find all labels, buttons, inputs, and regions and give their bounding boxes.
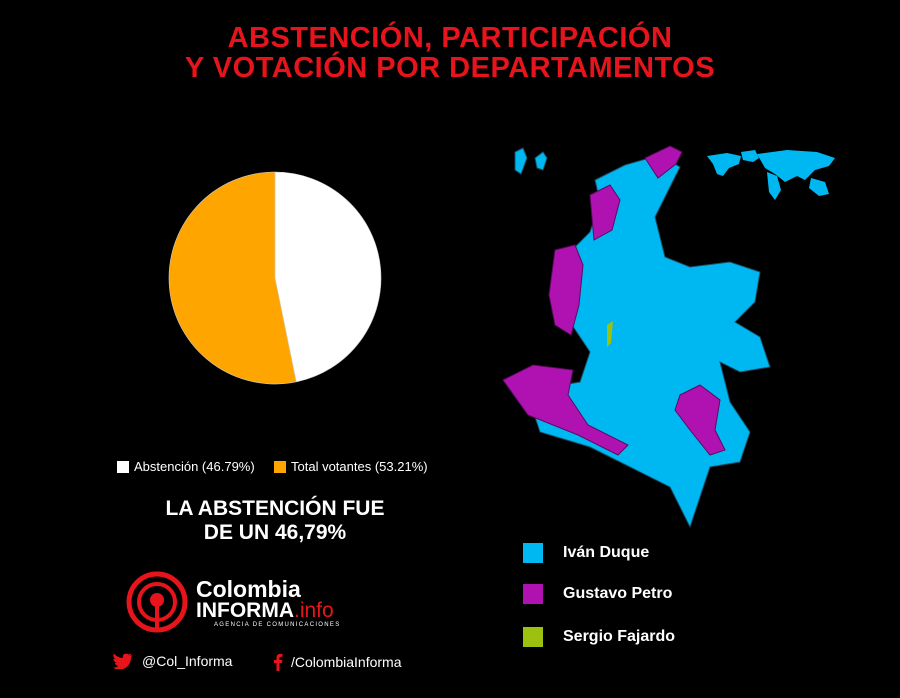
fajardo-region <box>607 321 613 347</box>
legend-item-abstencion: Abstención (46.79%) <box>117 459 255 474</box>
twitter-icon <box>113 653 133 669</box>
twitter-handle-label: @Col_Informa <box>142 653 233 669</box>
legend-label-total-votantes: Total votantes (53.21%) <box>291 459 428 474</box>
map-legend-swatch-duque <box>523 543 543 563</box>
map-legend-label-duque: Iván Duque <box>563 544 650 561</box>
map-legend-duque: Iván Duque <box>523 543 649 563</box>
facebook-handle-label: /ColombiaInforma <box>291 654 402 670</box>
brand-suffix: .info <box>294 599 334 622</box>
brand-name-informa: INFORMA <box>196 599 294 622</box>
pie-slice-total-votantes <box>168 171 297 385</box>
legend-swatch-total-votantes <box>274 460 286 473</box>
facebook-icon <box>274 653 283 671</box>
world-map-icon <box>707 150 835 200</box>
abstention-note-line-1: LA ABSTENCIÓN FUE <box>165 497 385 520</box>
title-line-1: ABSTENCIÓN, PARTICIPACIÓN <box>227 22 673 54</box>
broadcast-logo-icon <box>126 571 188 633</box>
map-legend-fajardo: Sergio Fajardo <box>523 627 675 647</box>
pie-chart <box>168 171 382 385</box>
legend-item-total-votantes: Total votantes (53.21%) <box>274 459 428 474</box>
facebook-handle[interactable]: /ColombiaInforma <box>273 653 402 671</box>
abstention-note-line-2: DE UN 46,79% <box>203 521 347 544</box>
twitter-handle[interactable]: @Col_Informa <box>113 653 232 669</box>
map-legend-label-fajardo: Sergio Fajardo <box>563 628 676 645</box>
legend-swatch-abstencion <box>117 460 129 473</box>
map-legend-label-petro: Gustavo Petro <box>563 585 673 602</box>
brand-tagline: AGENCIA DE COMUNICACIONES <box>214 622 341 628</box>
brand-name-line-2: INFORMA.info <box>196 599 334 623</box>
map-legend-swatch-petro <box>523 584 543 604</box>
pie-slice-abstenci-n <box>274 171 382 383</box>
title-line-2: Y VOTACIÓN POR DEPARTAMENTOS <box>184 52 716 84</box>
colombia-map <box>502 145 835 529</box>
brand-name-line-1: Colombia <box>196 576 301 602</box>
legend-label-abstencion: Abstención (46.79%) <box>134 459 255 474</box>
map-legend-petro: Gustavo Petro <box>523 584 672 604</box>
map-legend-swatch-fajardo <box>523 627 543 647</box>
